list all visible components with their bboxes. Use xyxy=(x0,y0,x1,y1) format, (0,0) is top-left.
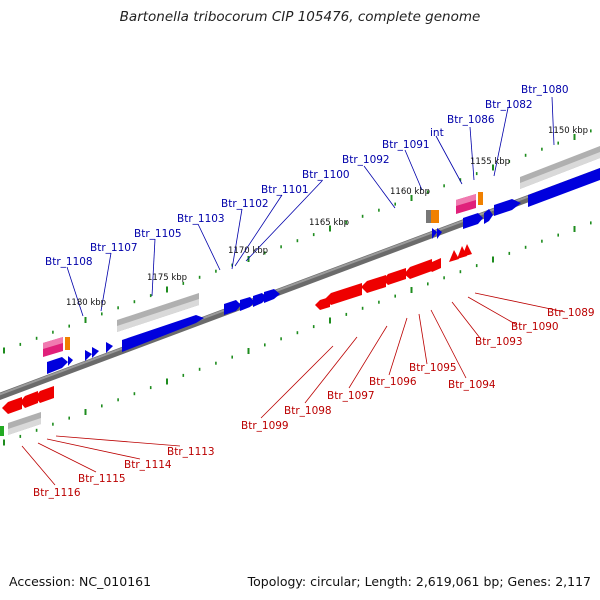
gene-label: Btr_1108 xyxy=(45,256,93,268)
gene-label: Btr_1091 xyxy=(382,139,430,151)
gene-reverse xyxy=(20,391,38,408)
gene-label: Btr_1080 xyxy=(521,84,569,96)
gene-label: Btr_1089 xyxy=(547,307,595,319)
rrna-feature xyxy=(43,337,63,349)
gene-reverse xyxy=(361,275,386,293)
gene-reverse xyxy=(428,258,441,272)
gene-forward xyxy=(68,356,73,366)
misc-feature-gray xyxy=(520,152,600,189)
misc-feature xyxy=(426,210,431,223)
gene-label: Btr_1082 xyxy=(485,99,533,111)
misc-feature-green xyxy=(0,426,4,436)
gene-label: Btr_1095 xyxy=(409,362,457,374)
misc-feature-gray xyxy=(8,418,41,435)
gene-reverse xyxy=(449,250,459,262)
gene-label: Btr_1101 xyxy=(261,184,309,196)
kbp-marker: 1175 kbp xyxy=(147,273,187,283)
gene-label: Btr_1092 xyxy=(342,154,390,166)
gene-label: Btr_1098 xyxy=(284,405,332,417)
gene-label: Btr_1113 xyxy=(167,446,215,458)
kbp-marker: 1155 kbp xyxy=(470,157,510,167)
accession-text: Accession: NC_010161 xyxy=(9,574,152,589)
gene-forward xyxy=(494,199,521,216)
gene-reverse xyxy=(325,283,362,305)
gene-reverse xyxy=(383,268,406,285)
gene-label: Btr_1115 xyxy=(78,473,126,485)
gene-label: Btr_1096 xyxy=(369,376,417,388)
tick-marks xyxy=(3,129,592,446)
gene-label: Btr_1114 xyxy=(124,459,172,471)
gene-forward xyxy=(264,289,280,303)
gene-forward xyxy=(240,297,255,311)
kbp-markers: 1150 kbp 1155 kbp 1160 kbp 1165 kbp 1170… xyxy=(66,126,588,308)
gene-label: int xyxy=(430,127,444,139)
gene-forward xyxy=(253,293,267,307)
trna-feature xyxy=(65,337,70,350)
gene-forward xyxy=(92,347,99,358)
gene-forward xyxy=(85,350,92,361)
gene-forward xyxy=(47,357,68,374)
gene-forward xyxy=(463,213,483,229)
genome-summary-text: Topology: circular; Length: 2,619,061 bp… xyxy=(247,574,591,589)
gene-label: Btr_1097 xyxy=(327,390,375,402)
page-title: Bartonella tribocorum CIP 105476, comple… xyxy=(119,9,481,25)
gene-label: Btr_1094 xyxy=(448,379,496,391)
gene-forward xyxy=(528,168,600,207)
gene-label: Btr_1090 xyxy=(511,321,559,333)
gene-forward xyxy=(224,300,241,315)
kbp-marker: 1170 kbp xyxy=(228,246,268,256)
reverse-gene-labels: Btr_1089 Btr_1090 Btr_1093 Btr_1094 Btr_… xyxy=(33,307,595,499)
reverse-strand-features xyxy=(0,244,472,436)
gene-forward xyxy=(437,228,442,239)
gene-label: Btr_1105 xyxy=(134,228,182,240)
kbp-marker: 1150 kbp xyxy=(548,126,588,136)
gene-reverse xyxy=(462,244,472,257)
trna-feature xyxy=(478,192,483,205)
gene-label: Btr_1103 xyxy=(177,213,225,225)
gene-reverse xyxy=(2,397,22,414)
gene-label: Btr_1086 xyxy=(447,114,495,126)
gene-forward xyxy=(122,315,204,352)
rrna-feature xyxy=(456,194,476,206)
gene-label: Btr_1107 xyxy=(90,242,138,254)
gene-label: Btr_1102 xyxy=(221,198,269,210)
kbp-marker: 1165 kbp xyxy=(309,218,349,228)
gene-reverse xyxy=(315,297,330,310)
misc-feature-gray xyxy=(117,299,199,332)
gene-label: Btr_1093 xyxy=(475,336,523,348)
kbp-marker: 1180 kbp xyxy=(66,298,106,308)
forward-gene-labels: Btr_1080 Btr_1082 Btr_1086 int Btr_1091 … xyxy=(45,84,569,268)
label-leader-lines xyxy=(21,96,566,486)
forward-strand-features xyxy=(43,146,600,374)
gene-reverse xyxy=(35,386,54,403)
kbp-marker: 1160 kbp xyxy=(390,187,430,197)
gene-label: Btr_1116 xyxy=(33,487,81,499)
gene-reverse xyxy=(404,259,432,279)
gene-forward xyxy=(484,209,493,224)
trna-feature xyxy=(431,210,439,223)
gene-forward xyxy=(432,228,437,239)
gene-forward xyxy=(106,342,113,353)
gene-label: Btr_1100 xyxy=(302,169,350,181)
gene-label: Btr_1099 xyxy=(241,420,289,432)
